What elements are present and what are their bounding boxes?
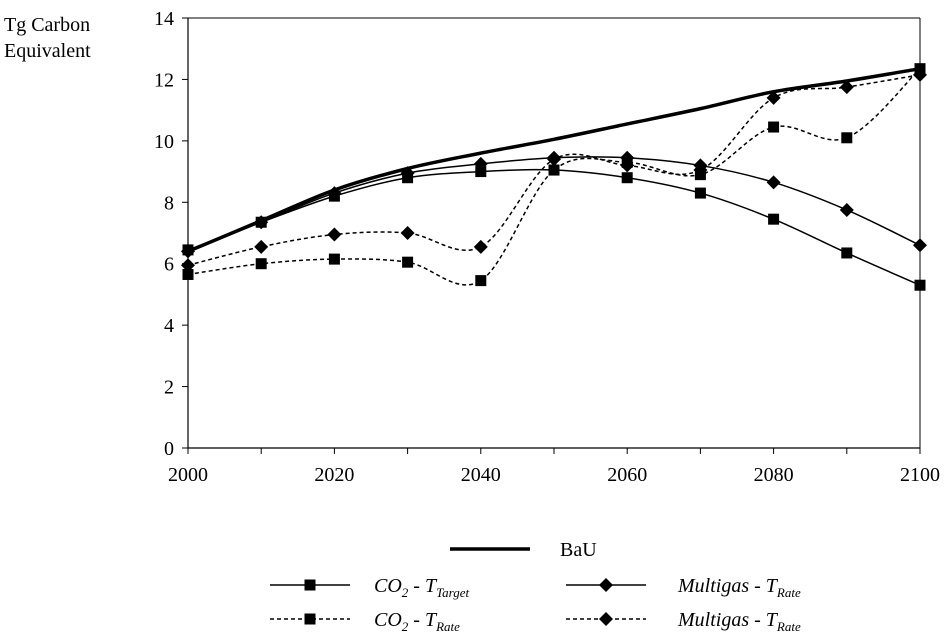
- legend-marker-1: [304, 579, 316, 591]
- series-line-3: [187, 68, 921, 286]
- series-4-point: [181, 258, 195, 273]
- series-2-point: [473, 156, 488, 171]
- x-tick-label: 2100: [900, 464, 940, 486]
- series-4-point: [327, 227, 342, 242]
- x-tick-label: 2060: [607, 464, 647, 486]
- series-4-point: [913, 67, 927, 82]
- y-tick-label: 0: [164, 438, 174, 460]
- legend-label-0: BaU: [560, 539, 597, 561]
- series-2-point: [400, 166, 415, 181]
- series-1-point: [914, 279, 926, 291]
- series-line-0: [187, 66, 921, 254]
- series-2-point: [327, 186, 342, 201]
- series-1-point: [841, 247, 853, 259]
- series-3-point: [402, 256, 414, 268]
- x-tick-label: 2020: [314, 464, 354, 486]
- y-tick-label: 2: [164, 377, 174, 399]
- legend-marker-4: [599, 612, 613, 626]
- series-1-point: [768, 213, 780, 225]
- x-tick-label: 2000: [168, 464, 208, 486]
- x-tick-label: 2080: [754, 464, 794, 486]
- y-tick-label: 14: [154, 8, 174, 30]
- y-tick-label: 4: [164, 315, 174, 337]
- series-4-point: [620, 158, 635, 173]
- series-3-point: [182, 268, 194, 280]
- series-1-point: [621, 172, 633, 184]
- legend-marker-3: [304, 613, 316, 625]
- series-3-point: [548, 164, 560, 176]
- series-3-point: [475, 275, 487, 287]
- y-tick-label: 6: [164, 254, 174, 276]
- series-2-point: [254, 215, 269, 230]
- series-4-point: [254, 239, 269, 254]
- legend-label-2: Multigas - TRate: [677, 575, 801, 600]
- y-tick-label: 12: [154, 69, 174, 91]
- y-axis-label-line-2: Equivalent: [4, 40, 91, 62]
- legend-label-4: Multigas - TRate: [677, 609, 801, 634]
- legend-label-1: CO2 - TTarget: [374, 575, 469, 600]
- series-3-point: [768, 121, 780, 133]
- series-4-point: [766, 90, 781, 105]
- series-2-point: [181, 244, 195, 259]
- y-axis-label: Tg Carbon Equivalent: [4, 12, 91, 64]
- series-3-point: [841, 132, 853, 144]
- series-3-point: [255, 258, 267, 270]
- series-2-point: [913, 238, 927, 253]
- y-axis-label-line-1: Tg Carbon: [4, 14, 91, 36]
- series-2-point: [839, 202, 854, 217]
- series-3-point: [328, 253, 340, 265]
- y-tick-label: 10: [154, 131, 174, 153]
- series-line-1: [187, 168, 921, 286]
- legend-marker-2: [599, 578, 613, 592]
- series-4-point: [839, 80, 854, 95]
- series-4-point: [400, 226, 415, 240]
- series-4-point: [547, 152, 561, 167]
- series-4-point: [693, 163, 708, 178]
- legend-label-3: CO2 - TRate: [374, 609, 460, 634]
- series-4-point: [473, 239, 488, 254]
- x-tick-label: 2040: [461, 464, 501, 486]
- y-tick-label: 8: [164, 192, 174, 214]
- series-1-point: [475, 166, 487, 178]
- series-2-point: [766, 175, 781, 190]
- series-1-point: [694, 187, 706, 199]
